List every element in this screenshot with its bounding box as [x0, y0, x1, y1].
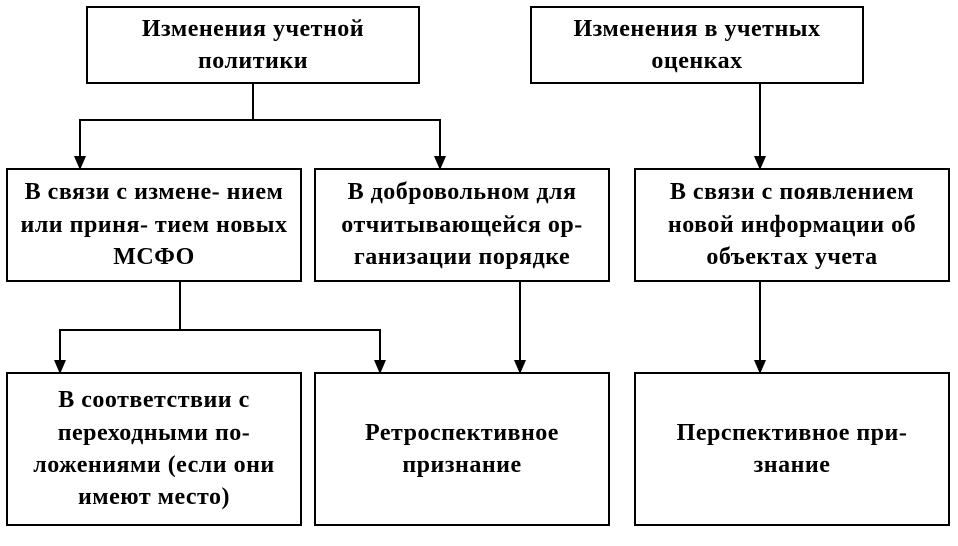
node-new-information: В связи с появлением новой информации об… — [634, 168, 950, 282]
edge-n3-n6 — [60, 282, 180, 372]
edge-n3-n7 — [180, 282, 380, 372]
node-label: Перспективное при- знание — [642, 417, 942, 482]
node-transitional-provisions: В соответствии с переходными по- ложения… — [6, 372, 302, 526]
edge-n1-n3 — [80, 84, 253, 168]
node-changes-accounting-policy: Изменения учетной политики — [86, 6, 420, 84]
node-retrospective: Ретроспективное признание — [314, 372, 610, 526]
node-label: В связи с появлением новой информации об… — [642, 176, 942, 273]
node-new-ifrs: В связи с измене- нием или приня- тием н… — [6, 168, 302, 282]
node-changes-accounting-estimates: Изменения в учетных оценках — [530, 6, 864, 84]
edge-n1-n4 — [253, 84, 440, 168]
node-prospective: Перспективное при- знание — [634, 372, 950, 526]
node-label: В соответствии с переходными по- ложения… — [14, 384, 294, 514]
node-voluntary: В добровольном для отчитывающейся ор- га… — [314, 168, 610, 282]
node-label: В добровольном для отчитывающейся ор- га… — [322, 176, 602, 273]
node-label: Ретроспективное признание — [322, 417, 602, 482]
node-label: Изменения в учетных оценках — [538, 13, 856, 78]
node-label: Изменения учетной политики — [94, 13, 412, 78]
node-label: В связи с измене- нием или приня- тием н… — [14, 176, 294, 273]
flowchart-canvas: { "type": "flowchart", "background_color… — [0, 0, 958, 546]
